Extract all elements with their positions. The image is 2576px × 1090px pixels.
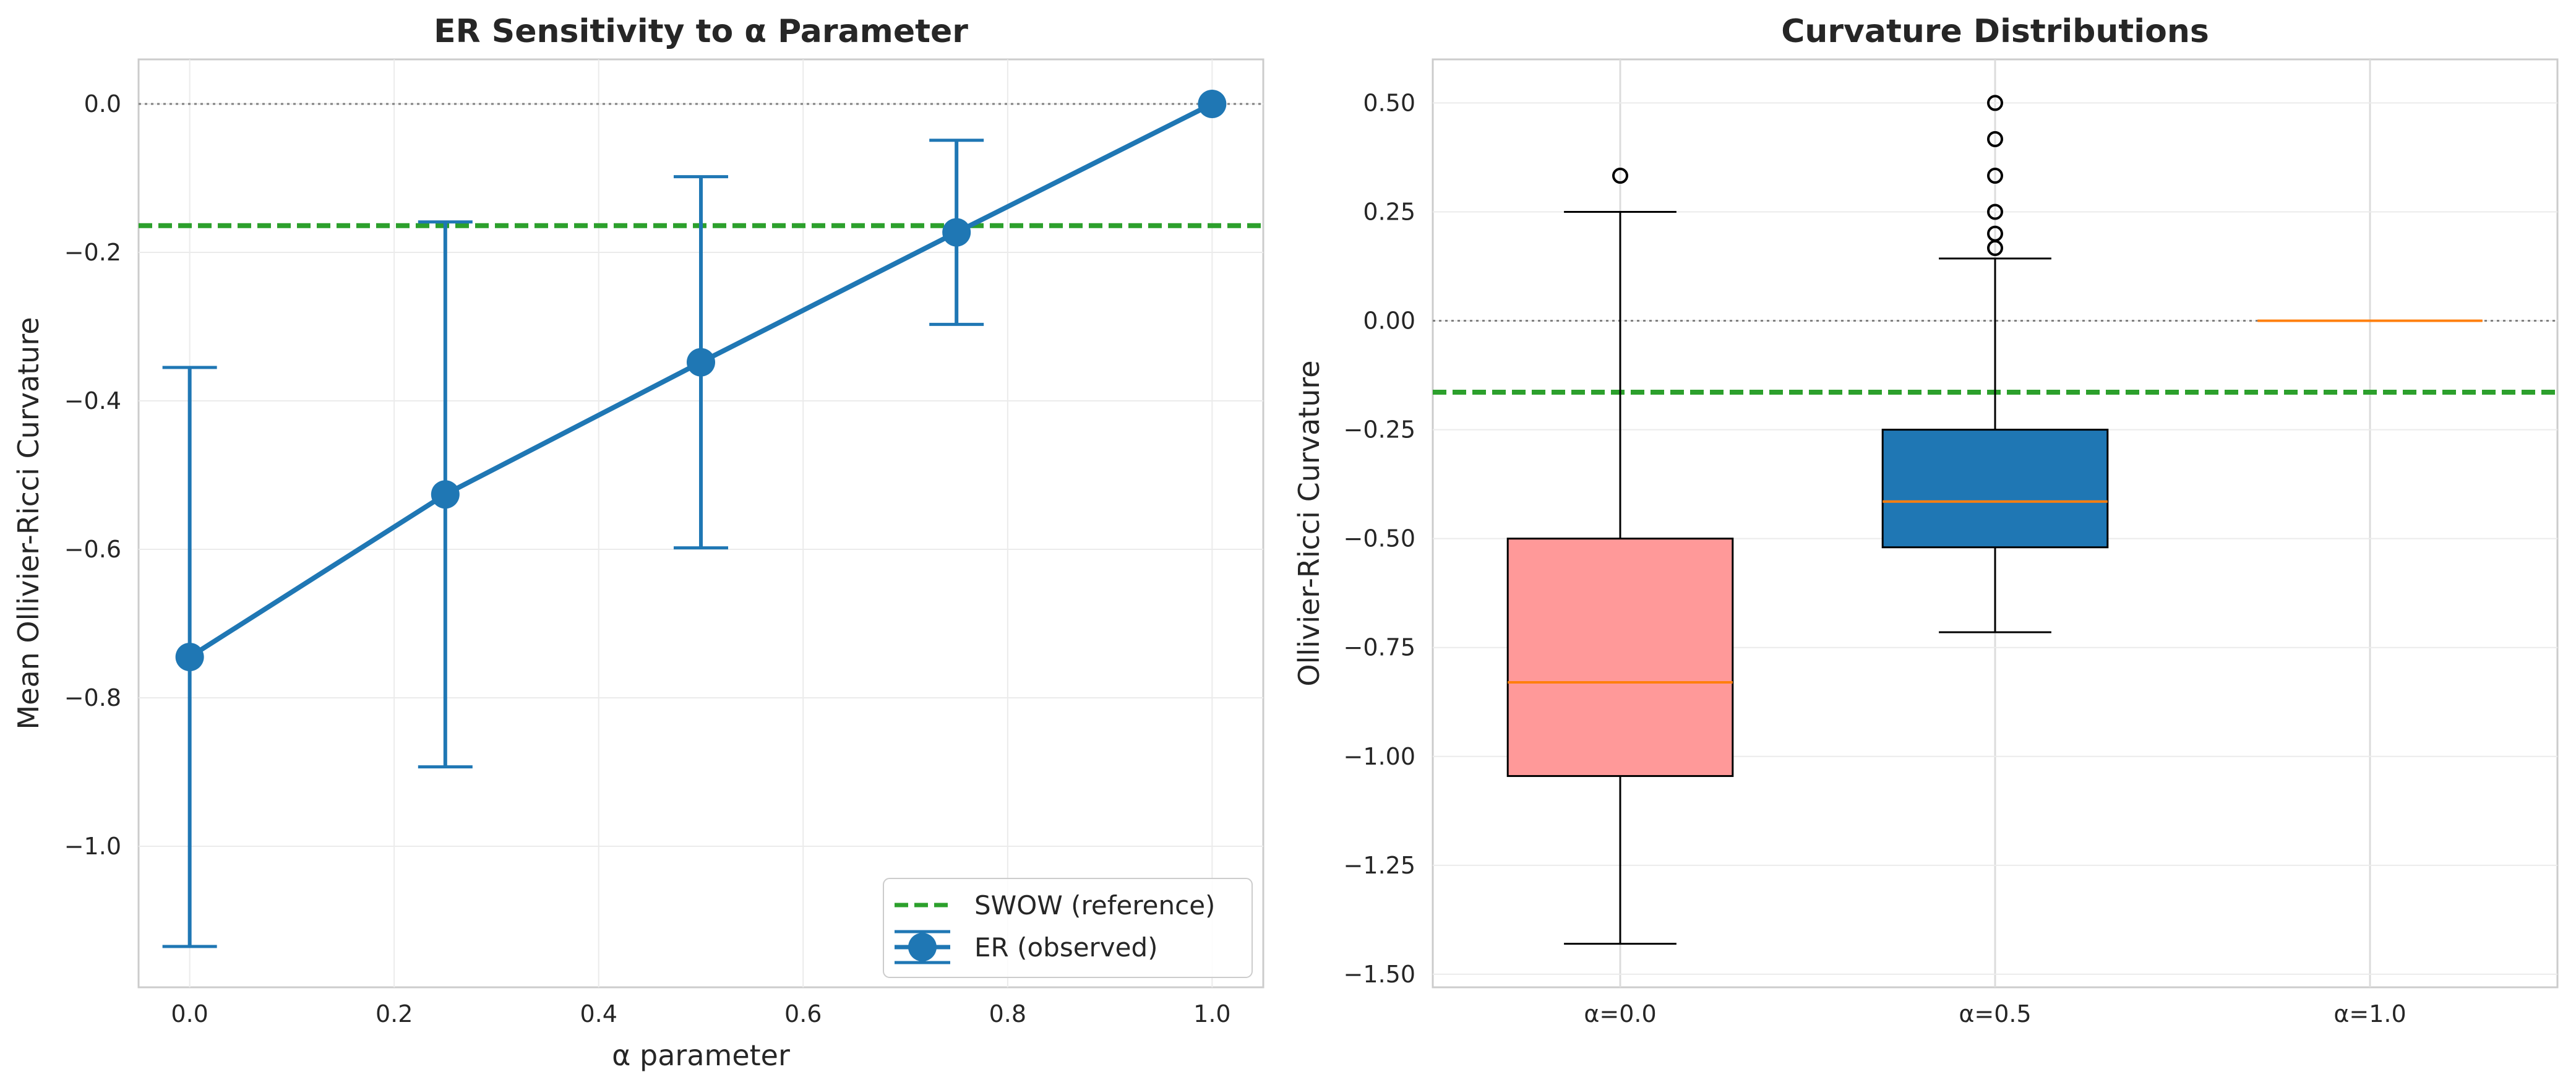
- x-tick-label: 0.0: [171, 1000, 208, 1028]
- x-tick-label: α=1.0: [2333, 1000, 2406, 1028]
- chart-title: ER Sensitivity to α Parameter: [434, 13, 968, 50]
- y-tick-label: −0.4: [64, 387, 121, 414]
- data-point: [942, 218, 971, 247]
- x-axis-label: α parameter: [612, 1039, 790, 1072]
- y-tick-labels: 0.50 0.25 0.00 −0.25 −0.50 −0.75 −1.00 −1.25 −1.…: [1344, 89, 1415, 987]
- outlier-point: [1612, 168, 1628, 184]
- y-tick-labels: 0.0 −0.2 −0.4 −0.6 −0.8 −1.0: [64, 90, 121, 860]
- box-α=0.5: [1881, 95, 2109, 633]
- outlier-point: [1987, 131, 2003, 147]
- y-tick-label: −1.0: [64, 833, 121, 860]
- y-tick-label: −1.00: [1344, 743, 1415, 770]
- x-tick-labels: α=0.0 α=0.5 α=1.0: [1584, 1000, 2406, 1028]
- outlier-point: [1987, 168, 2003, 184]
- legend-frame: [883, 878, 1253, 978]
- data-point: [687, 348, 715, 377]
- x-tick-label: 0.8: [989, 1000, 1026, 1028]
- legend-label-er: ER (observed): [974, 932, 1158, 963]
- box-iqr: [1881, 429, 2109, 549]
- legend: SWOW (reference) ER (observed): [883, 878, 1253, 978]
- data-point: [175, 643, 204, 671]
- outlier-point: [1987, 95, 2003, 111]
- y-tick-label: −0.25: [1344, 416, 1415, 444]
- x-tick-label: α=0.0: [1584, 1000, 1656, 1028]
- y-tick-label: 0.25: [1363, 198, 1415, 225]
- y-tick-label: −0.8: [64, 684, 121, 711]
- y-tick-label: −0.75: [1344, 634, 1415, 661]
- y-axis-label: Mean Ollivier-Ricci Curvature: [12, 317, 45, 729]
- y-tick-label: −1.50: [1344, 961, 1415, 988]
- outlier-point: [1987, 225, 2003, 242]
- sensitivity-chart: 0.0 0.2 0.4 0.6 0.8 1.0 0.0 −0.2 −0.4 −0.6 −0.8 −1…: [12, 13, 1264, 1072]
- y-tick-label: −0.6: [64, 536, 121, 563]
- data-point: [1198, 90, 1227, 118]
- y-tick-label: −0.2: [64, 239, 121, 266]
- x-tick-label: 1.0: [1193, 1000, 1230, 1028]
- legend-swatch-er: [895, 930, 950, 964]
- x-tick-label: 0.6: [784, 1000, 822, 1028]
- y-tick-label: 0.0: [84, 90, 121, 118]
- series-er-observed: [162, 90, 1227, 948]
- y-tick-label: 0.50: [1363, 89, 1415, 116]
- distribution-chart: α=0.0 α=0.5 α=1.0 0.50 0.25 0.00 −0.25 −0.50 −0…: [1292, 13, 2559, 1028]
- outlier-point: [1987, 204, 2003, 220]
- box-plots: [1506, 95, 2483, 945]
- y-tick-label: −0.50: [1344, 525, 1415, 552]
- x-tick-label: α=0.5: [1959, 1000, 2031, 1028]
- y-axis-label: Ollivier-Ricci Curvature: [1292, 360, 1326, 686]
- x-tick-label: 0.4: [580, 1000, 617, 1028]
- y-tick-label: −1.25: [1344, 852, 1415, 879]
- data-point: [431, 480, 460, 509]
- y-tick-label: 0.00: [1363, 307, 1415, 335]
- chart-title: Curvature Distributions: [1781, 13, 2209, 50]
- box-iqr: [1506, 538, 1734, 777]
- x-tick-label: 0.2: [376, 1000, 413, 1028]
- box-α=0.0: [1506, 168, 1734, 945]
- legend-label-swow: SWOW (reference): [974, 890, 1215, 920]
- x-tick-labels: 0.0 0.2 0.4 0.6 0.8 1.0: [171, 1000, 1230, 1028]
